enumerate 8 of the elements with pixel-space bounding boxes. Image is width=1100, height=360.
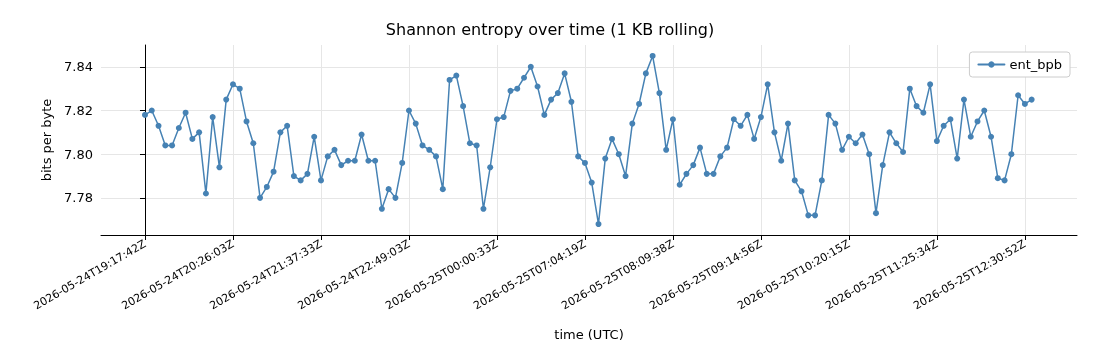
y-tick-label: 7.82 <box>64 103 93 119</box>
chart-title: Shannon entropy over time (1 KB rolling) <box>385 19 715 39</box>
y-axis-title: bits per byte <box>39 98 54 182</box>
y-tick-label: 7.78 <box>64 190 93 206</box>
y-tick-label: 7.84 <box>64 59 93 75</box>
legend-label: ent_bpb <box>1009 57 1062 72</box>
y-tick-label: 7.80 <box>64 146 93 162</box>
x-axis-title: time (UTC) <box>554 327 624 342</box>
